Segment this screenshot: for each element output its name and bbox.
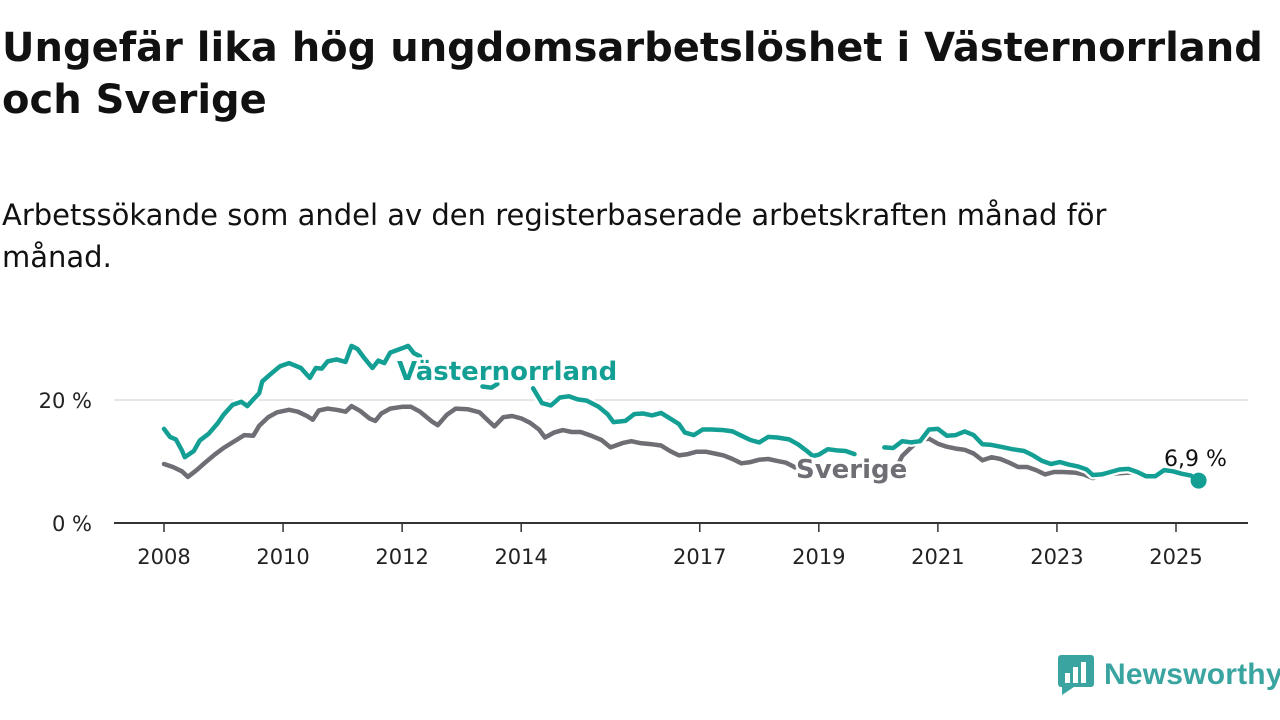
x-tick-label: 2019 — [792, 545, 845, 569]
x-tick-label: 2021 — [911, 545, 964, 569]
x-tick-label: 2025 — [1149, 545, 1202, 569]
series-line-sverige — [161, 403, 813, 480]
x-tick-label: 2017 — [673, 545, 726, 569]
brand-name: Newsworthy — [1104, 658, 1280, 691]
series-label-vasternorrland: Västernorrland — [397, 357, 617, 387]
label-layer: Västernorrland Sverige 6,9 % — [395, 355, 1227, 488]
y-tick-label: 0 % — [52, 512, 92, 536]
newsworthy-chart-icon — [1058, 655, 1094, 695]
end-value-label: 6,9 % — [1164, 447, 1227, 472]
end-point-marker — [1190, 472, 1207, 489]
series-label-sverige: Sverige — [796, 455, 907, 485]
x-tick-label: 2008 — [137, 545, 190, 569]
series-line-vsternorrland — [530, 386, 857, 459]
series-line-vsternorrland — [161, 343, 423, 460]
newsworthy-logo: Newsworthy — [1058, 654, 1280, 696]
chart-title: Ungefär lika hög ungdomsarbetslöshet i V… — [2, 25, 1263, 123]
y-tick-label: 20 % — [39, 389, 92, 413]
chart-subtitle: Arbetssökande som andel av den registerb… — [2, 198, 1107, 274]
series-line-vsternorrland — [882, 426, 1201, 483]
x-tick-label: 2012 — [375, 545, 428, 569]
series-line-vsternorrland — [480, 381, 500, 390]
axis-layer: 0 % 20 % 2008 2010 2012 2014 2017 2019 2021 2023 2… — [39, 389, 1248, 569]
x-tick-label: 2014 — [494, 545, 547, 569]
x-tick-label: 2010 — [256, 545, 309, 569]
series-layer — [159, 341, 1207, 489]
x-tick-label: 2023 — [1030, 545, 1083, 569]
